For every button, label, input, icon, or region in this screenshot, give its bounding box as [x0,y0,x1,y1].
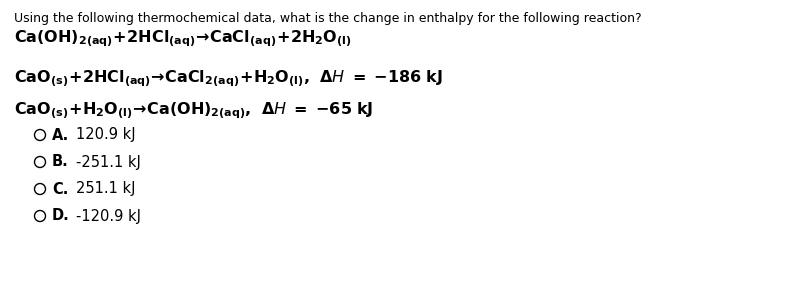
Text: C.: C. [52,182,68,197]
Text: D.: D. [52,209,70,224]
Text: Using the following thermochemical data, what is the change in enthalpy for the : Using the following thermochemical data,… [14,12,642,25]
Text: B.: B. [52,155,69,169]
Text: $\mathbf{Ca(OH)_{2(aq)}\!+\!2HCl_{(aq)}\!\rightarrow\! CaCl_{(aq)}\!+\!2H_2O_{(l: $\mathbf{Ca(OH)_{2(aq)}\!+\!2HCl_{(aq)}\… [14,28,352,49]
Text: $\mathbf{CaO_{(s)}\!+\!H_2O_{(l)}\!\rightarrow\! Ca(OH)_{2(aq)}}$$\mathbf{,}$  $: $\mathbf{CaO_{(s)}\!+\!H_2O_{(l)}\!\righ… [14,100,374,121]
Text: -251.1 kJ: -251.1 kJ [76,155,141,169]
Text: A.: A. [52,128,70,142]
Text: 251.1 kJ: 251.1 kJ [76,182,135,197]
Text: 120.9 kJ: 120.9 kJ [76,128,136,142]
Text: $\mathbf{CaO_{(s)}\!+\!2HCl_{(aq)}\!\rightarrow\! CaCl_{2(aq)}\!+\!H_2O_{(l)}}$$: $\mathbf{CaO_{(s)}\!+\!2HCl_{(aq)}\!\rig… [14,68,443,89]
Text: -120.9 kJ: -120.9 kJ [76,209,141,224]
